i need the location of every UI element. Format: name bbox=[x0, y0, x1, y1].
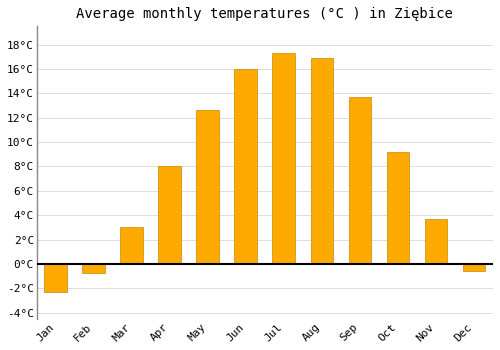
Bar bbox=[462, 264, 485, 271]
Bar bbox=[196, 110, 220, 264]
Bar bbox=[386, 152, 409, 264]
Bar bbox=[272, 53, 295, 264]
Bar bbox=[44, 264, 67, 292]
Bar bbox=[158, 167, 181, 264]
Bar bbox=[234, 69, 258, 264]
Title: Average monthly temperatures (°C ) in Ziębice: Average monthly temperatures (°C ) in Zi… bbox=[76, 7, 454, 21]
Bar bbox=[424, 219, 448, 264]
Bar bbox=[310, 58, 334, 264]
Bar bbox=[348, 97, 372, 264]
Bar bbox=[120, 228, 143, 264]
Bar bbox=[82, 264, 105, 273]
